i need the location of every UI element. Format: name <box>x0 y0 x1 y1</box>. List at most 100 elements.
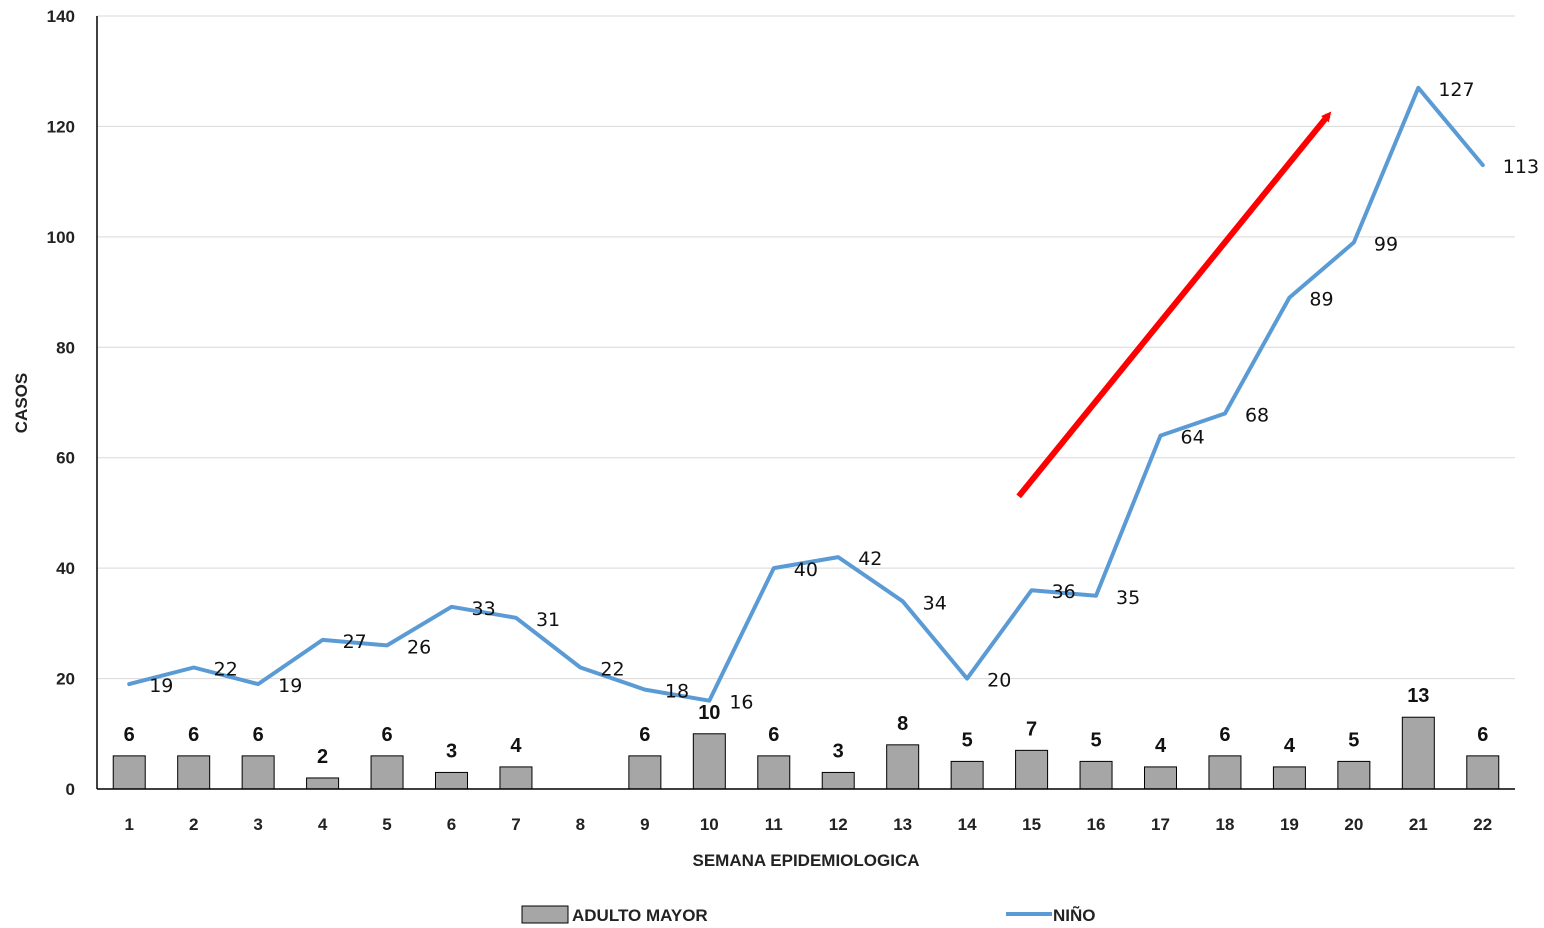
bar <box>1015 749 1049 790</box>
bar <box>821 771 855 790</box>
bar-data-label: 4 <box>1155 735 1167 757</box>
line-data-label: 42 <box>858 548 882 570</box>
x-axis-title: SEMANA EPIDEMIOLOGICA <box>693 851 920 870</box>
x-tick-label: 20 <box>1344 815 1363 834</box>
y-tick-labels: 0 20 40 60 80 100 120 140 <box>47 7 75 799</box>
y-tick-label: 120 <box>47 117 75 136</box>
x-tick-label: 10 <box>700 815 719 834</box>
x-tick-label: 5 <box>382 815 391 834</box>
bar <box>886 744 920 790</box>
bar <box>499 766 533 790</box>
bar-data-label: 7 <box>1026 718 1037 740</box>
line-data-label: 40 <box>794 559 818 581</box>
bar-data-label: 5 <box>1090 729 1101 751</box>
bar <box>1208 755 1242 790</box>
bar <box>1272 766 1306 790</box>
line-data-label: 64 <box>1181 427 1205 449</box>
x-tick-label: 18 <box>1215 815 1234 834</box>
x-tick-label: 13 <box>893 815 912 834</box>
x-tick-label: 12 <box>829 815 848 834</box>
bar-data-label: 2 <box>317 746 328 768</box>
series-line <box>127 85 1485 703</box>
line-data-label: 36 <box>1052 581 1076 603</box>
axes <box>96 16 1515 790</box>
legend: ADULTO MAYOR NIÑO <box>521 905 1096 925</box>
x-tick-label: 15 <box>1022 815 1041 834</box>
x-tick-label: 16 <box>1087 815 1106 834</box>
x-tick-label: 19 <box>1280 815 1299 834</box>
legend-swatch-adulto-mayor <box>521 905 569 924</box>
bar-data-label: 5 <box>1348 729 1359 751</box>
bar-data-label: 6 <box>1219 724 1230 746</box>
bar-data-label: 10 <box>698 702 720 724</box>
bar-data-label: 6 <box>253 724 264 746</box>
bar <box>1144 766 1177 790</box>
bar <box>1079 760 1113 790</box>
y-tick-label: 40 <box>56 559 75 578</box>
x-tick-label: 22 <box>1473 815 1492 834</box>
bar <box>306 777 340 790</box>
bar-series-adulto-mayor <box>112 716 1500 790</box>
line-series-nino <box>127 85 1485 703</box>
bar <box>950 760 984 790</box>
line-data-label: 113 <box>1503 156 1539 178</box>
x-tick-label: 21 <box>1409 815 1428 834</box>
line-data-label: 27 <box>343 631 367 653</box>
bar <box>241 755 275 790</box>
y-tick-label: 140 <box>47 7 75 26</box>
bar <box>1466 755 1500 790</box>
arrow-annotation <box>1016 111 1332 499</box>
bar-data-label: 6 <box>1477 724 1488 746</box>
gridlines <box>97 15 1515 680</box>
line-data-label: 99 <box>1374 233 1398 255</box>
y-tick-label: 80 <box>56 338 75 357</box>
line-data-label: 20 <box>987 670 1011 692</box>
line-data-label: 22 <box>214 659 238 681</box>
line-data-label: 35 <box>1116 587 1140 609</box>
bar <box>1401 716 1435 790</box>
bar-data-label: 6 <box>188 724 199 746</box>
bar <box>692 733 726 790</box>
y-axis-title: CASOS <box>12 373 31 433</box>
bar-data-label: 8 <box>897 713 908 735</box>
line-data-label: 19 <box>278 675 302 697</box>
trend-arrow <box>1016 111 1332 499</box>
x-tick-label: 14 <box>958 815 977 834</box>
bar <box>628 755 662 790</box>
bar-data-label: 6 <box>639 724 650 746</box>
legend-label-adulto-mayor: ADULTO MAYOR <box>572 906 708 925</box>
bar-data-label: 3 <box>446 740 457 762</box>
bar-data-labels: 6 6 6 2 6 3 4 6 10 6 3 8 5 7 5 4 6 4 5 13 6 <box>124 685 1489 768</box>
bar <box>370 755 404 790</box>
bar-data-label: 6 <box>124 724 135 746</box>
line-data-label: 19 <box>149 675 173 697</box>
y-tick-label: 20 <box>56 670 75 689</box>
x-tick-label: 11 <box>765 815 783 834</box>
line-data-label: 34 <box>923 592 947 614</box>
line-data-label: 31 <box>536 609 560 631</box>
bar-data-label: 13 <box>1407 685 1429 707</box>
line-data-labels: 19 22 19 27 26 33 31 22 18 16 40 42 34 20 36 35 64 68 89 99… <box>149 79 1539 714</box>
bar-data-label: 4 <box>510 735 522 757</box>
line-data-label: 26 <box>407 636 431 658</box>
line-data-label: 89 <box>1309 289 1333 311</box>
line-data-label: 68 <box>1245 405 1269 427</box>
bar-data-label: 3 <box>833 740 844 762</box>
x-tick-label: 9 <box>640 815 649 834</box>
y-tick-label: 60 <box>56 449 75 468</box>
x-tick-label: 4 <box>318 815 328 834</box>
x-tick-labels: 1 2 3 4 5 6 7 8 9 10 11 12 13 14 15 16 17 18 19 20 21 22 <box>124 815 1492 834</box>
bar-data-label: 6 <box>768 724 779 746</box>
bar <box>435 771 468 790</box>
bar <box>177 755 211 790</box>
line-data-label: 16 <box>729 692 753 714</box>
line-data-label: 127 <box>1438 79 1474 101</box>
y-tick-label: 100 <box>47 228 75 247</box>
line-data-label: 33 <box>472 598 496 620</box>
line-data-label: 18 <box>665 681 689 703</box>
x-tick-label: 2 <box>189 815 198 834</box>
x-tick-label: 3 <box>253 815 262 834</box>
x-tick-label: 8 <box>576 815 585 834</box>
bar-data-label: 6 <box>381 724 392 746</box>
